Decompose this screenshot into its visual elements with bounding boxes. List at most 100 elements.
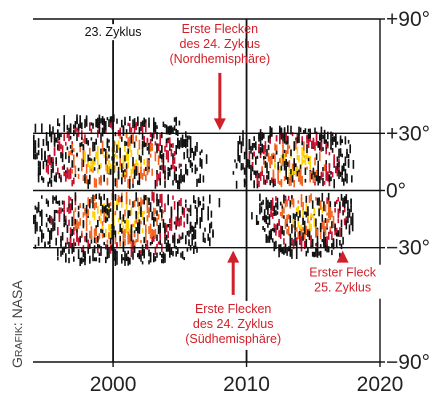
sunspot-mark xyxy=(289,215,292,223)
sunspot-mark xyxy=(299,214,301,218)
sunspot-mark xyxy=(148,160,150,167)
sunspot-mark xyxy=(127,153,129,161)
sunspot-mark xyxy=(264,151,267,157)
sunspot-mark xyxy=(159,252,161,256)
sunspot-mark xyxy=(194,145,197,156)
sunspot-mark xyxy=(305,239,308,248)
sunspot-mark xyxy=(338,161,340,168)
sunspot-mark xyxy=(161,158,163,163)
sunspot-mark xyxy=(259,203,261,208)
sunspot-mark xyxy=(129,176,131,181)
sunspot-mark xyxy=(334,223,336,232)
sunspot-mark xyxy=(143,138,145,148)
sunspot-mark xyxy=(308,220,311,229)
sunspot-mark xyxy=(109,245,112,254)
sunspot-mark xyxy=(47,164,49,175)
sunspot-mark xyxy=(93,237,96,244)
sunspot-mark xyxy=(81,158,83,169)
sunspot-mark xyxy=(283,238,285,245)
sunspot-mark xyxy=(181,233,184,238)
sunspot-mark xyxy=(73,218,75,226)
sunspot-mark xyxy=(266,174,268,180)
sunspot-mark xyxy=(129,179,131,189)
sunspot-mark xyxy=(297,220,300,228)
sunspot-mark xyxy=(207,206,209,216)
sunspot-mark xyxy=(278,250,280,258)
sunspot-mark xyxy=(167,224,169,228)
sunspot-mark xyxy=(71,243,73,249)
sunspot-mark xyxy=(283,157,286,167)
sunspot-mark xyxy=(138,202,141,210)
sunspot-mark xyxy=(191,225,193,232)
sunspot-mark xyxy=(130,230,133,240)
sunspot-mark xyxy=(281,226,284,235)
sunspot-mark xyxy=(286,222,288,227)
sunspot-mark xyxy=(121,136,123,142)
sunspot-mark xyxy=(141,228,144,233)
sunspot-mark xyxy=(237,141,239,151)
sunspot-mark xyxy=(262,226,264,230)
sunspot-mark xyxy=(143,123,145,127)
sunspot-mark xyxy=(109,165,112,175)
sunspot-mark xyxy=(185,138,187,149)
sunspot-mark xyxy=(313,207,316,212)
sunspot-mark xyxy=(116,178,118,188)
sunspot-mark xyxy=(272,155,275,159)
sunspot-mark xyxy=(343,167,345,171)
sunspot-mark xyxy=(77,205,80,210)
sunspot-mark xyxy=(156,193,158,201)
sunspot-mark xyxy=(138,177,141,186)
sunspot-mark xyxy=(98,234,101,240)
sunspot-mark xyxy=(154,228,157,236)
sunspot-mark xyxy=(106,152,109,161)
sunspot-mark xyxy=(37,236,40,246)
sunspot-mark xyxy=(209,223,211,228)
sunspot-mark xyxy=(135,167,137,176)
sunspot-mark xyxy=(240,166,243,170)
sunspot-mark xyxy=(305,250,308,257)
sunspot-mark xyxy=(125,201,128,211)
sunspot-mark xyxy=(66,224,69,233)
sunspot-mark xyxy=(109,227,112,238)
sunspot-mark xyxy=(283,194,285,204)
sunspot-mark xyxy=(159,177,161,186)
sunspot-mark xyxy=(114,178,117,182)
sunspot-mark xyxy=(342,236,344,245)
sunspot-mark xyxy=(108,146,110,152)
x-tick-labels: 2000 2010 2020 xyxy=(90,373,404,396)
sunspot-mark xyxy=(116,242,118,249)
sunspot-mark xyxy=(167,139,169,144)
sunspot-mark xyxy=(47,227,49,232)
sunspot-mark xyxy=(235,162,238,169)
sunspot-mark xyxy=(117,140,120,151)
sunspot-mark xyxy=(89,243,91,249)
sunspot-mark xyxy=(98,127,101,134)
sunspot-mark xyxy=(296,154,299,160)
sunspot-mark xyxy=(290,175,292,182)
sunspot-mark xyxy=(52,218,54,224)
sunspot-mark xyxy=(170,143,173,148)
sunspot-mark xyxy=(119,164,121,170)
sunspot-mark xyxy=(157,201,160,207)
sunspot-mark xyxy=(82,249,85,258)
sunspot-mark xyxy=(34,214,37,220)
sunspot-mark xyxy=(137,219,139,225)
sunspot-mark xyxy=(58,123,61,127)
sunspot-mark xyxy=(173,232,176,240)
sunspot-mark xyxy=(124,155,126,162)
sunspot-mark xyxy=(105,205,107,214)
sunspot-mark xyxy=(82,138,85,143)
sunspot-mark xyxy=(101,233,104,239)
sunspot-mark xyxy=(300,194,303,200)
sunspot-mark xyxy=(41,235,43,243)
sunspot-mark xyxy=(90,236,93,244)
sunspot-mark xyxy=(145,142,147,147)
sunspot-mark xyxy=(119,235,121,244)
sunspot-mark xyxy=(194,164,197,173)
sunspot-mark xyxy=(84,134,86,144)
sunspot-mark xyxy=(156,173,158,181)
sunspot-mark xyxy=(47,155,49,164)
sunspot-mark xyxy=(121,119,123,128)
sunspot-mark xyxy=(269,135,271,144)
sunspot-mark xyxy=(49,230,51,236)
